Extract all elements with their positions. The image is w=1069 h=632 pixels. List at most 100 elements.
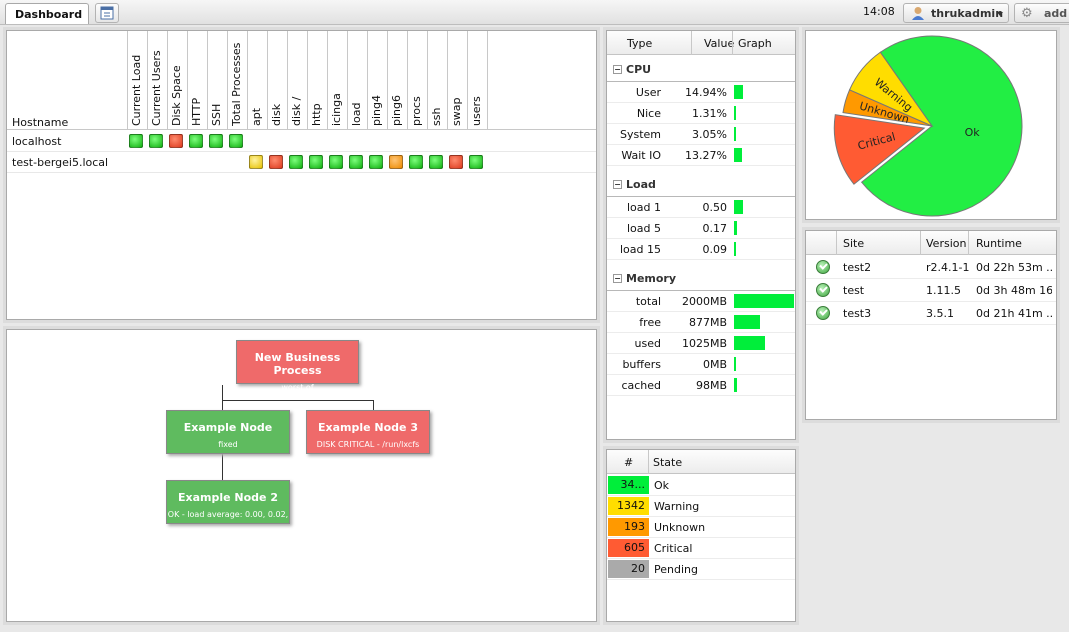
column-label: http — [310, 103, 323, 126]
matrix-column-header[interactable]: procs — [407, 31, 427, 130]
group-divider — [607, 196, 795, 197]
matrix-column-header[interactable]: ssh — [427, 31, 447, 130]
tab-dashboard[interactable]: Dashboard — [5, 3, 89, 24]
service-status-ok[interactable] — [129, 134, 143, 148]
collapse-icon[interactable]: − — [613, 274, 622, 283]
pie-slice-warning[interactable] — [848, 51, 934, 128]
column-divider — [836, 231, 837, 255]
matrix-column-header[interactable]: users — [467, 31, 487, 130]
site-runtime: 0d 3h 48m 16s — [976, 284, 1052, 297]
matrix-column-header[interactable]: icinga — [327, 31, 347, 130]
legend-row[interactable]: 605 Critical — [607, 538, 795, 559]
service-status-crit[interactable] — [449, 155, 463, 169]
service-status-ok[interactable] — [309, 155, 323, 169]
service-status-warn[interactable] — [249, 155, 263, 169]
service-status-ok[interactable] — [369, 155, 383, 169]
site-row[interactable]: test 1.11.5 0d 3h 48m 16s — [806, 279, 1056, 302]
matrix-column-header[interactable]: swap — [447, 31, 467, 130]
service-status-unk[interactable] — [389, 155, 403, 169]
matrix-column-header[interactable]: ping4 — [367, 31, 387, 130]
bp-node-status: DISK CRITICAL - /run/lxcfs — [316, 440, 420, 449]
matrix-column-header[interactable]: Current Load — [127, 31, 147, 130]
value-column-header[interactable]: Value — [704, 37, 735, 50]
host-name[interactable]: localhost — [12, 135, 62, 148]
service-status-ok[interactable] — [329, 155, 343, 169]
matrix-column-header[interactable]: Current Users — [147, 31, 167, 130]
user-menu-button[interactable]: thrukadmin — [903, 3, 1009, 23]
stat-value: 0.50 — [702, 201, 728, 214]
service-status-ok[interactable] — [289, 155, 303, 169]
stats-group[interactable]: − Memory — [607, 268, 795, 290]
bp-node-example-2[interactable]: Example Node 2 OK - load average: 0.00, … — [166, 480, 290, 524]
stat-bar — [734, 127, 736, 141]
service-status-ok[interactable] — [409, 155, 423, 169]
state-label: Unknown — [654, 521, 706, 534]
site-row[interactable]: test3 3.5.1 0d 21h 41m ... — [806, 302, 1056, 325]
site-name[interactable]: test3 — [843, 307, 872, 320]
service-status-ok[interactable] — [349, 155, 363, 169]
matrix-header: Hostname Current Load Current Users Disk S… — [7, 31, 596, 130]
service-status-ok[interactable] — [229, 134, 243, 148]
site-name[interactable]: test2 — [843, 261, 872, 274]
matrix-column-header[interactable]: Total Processes — [227, 31, 247, 130]
site-name[interactable]: test — [843, 284, 865, 297]
matrix-column-header[interactable]: HTTP — [187, 31, 207, 130]
pie-slice-ok[interactable] — [860, 35, 1023, 217]
table-row[interactable]: test-bergei5.local — [7, 152, 596, 173]
site-row[interactable]: test2 r2.4.1-1 0d 22h 53m ... — [806, 256, 1056, 279]
bp-node-example-3[interactable]: Example Node 3 DISK CRITICAL - /run/lxcf… — [306, 410, 430, 454]
graph-column-header[interactable]: Graph — [738, 37, 772, 50]
legend-row[interactable]: 20 Pending — [607, 559, 795, 580]
column-label: Total Processes — [230, 42, 243, 126]
collapse-icon[interactable]: − — [613, 65, 622, 74]
state-column-header[interactable]: State — [653, 456, 683, 469]
count-column-header[interactable]: # — [624, 456, 634, 469]
clock: 14:08 — [863, 5, 895, 18]
version-column-header[interactable]: Version — [926, 237, 967, 250]
runtime-column-header[interactable]: Runtime — [976, 237, 1022, 250]
column-label: swap — [450, 97, 463, 126]
matrix-column-header[interactable]: load — [347, 31, 367, 130]
matrix-column-header[interactable]: http — [307, 31, 327, 130]
stat-bar — [734, 200, 743, 214]
bp-node-example[interactable]: Example Node fixed — [166, 410, 290, 454]
service-status-crit[interactable] — [269, 155, 283, 169]
service-status-ok[interactable] — [149, 134, 163, 148]
host-name[interactable]: test-bergei5.local — [12, 156, 109, 169]
bp-node-title: Example Node — [183, 421, 273, 434]
service-status-ok[interactable] — [429, 155, 443, 169]
bp-node-title: New Business Process — [254, 351, 341, 377]
column-label: SSH — [210, 103, 223, 126]
stat-type: used — [634, 337, 661, 350]
service-status-ok[interactable] — [469, 155, 483, 169]
matrix-column-header[interactable]: disk — [267, 31, 287, 130]
pie-slice-critical[interactable] — [833, 114, 926, 185]
service-status-ok[interactable] — [189, 134, 203, 148]
matrix-column-header[interactable]: disk / — [287, 31, 307, 130]
bp-node-status: fixed — [218, 440, 238, 449]
bp-node-status: OK - load average: 0.00, 0.02, — [167, 510, 289, 519]
state-label: Critical — [654, 542, 693, 555]
legend-row[interactable]: 1342 Warning — [607, 496, 795, 517]
service-status-crit[interactable] — [169, 134, 183, 148]
bp-node-root[interactable]: New Business Process worst of — [236, 340, 359, 392]
connector-line — [222, 400, 223, 411]
stat-value: 98MB — [695, 379, 727, 392]
service-status-ok[interactable] — [209, 134, 223, 148]
add-tab-button[interactable] — [95, 3, 119, 23]
stats-group[interactable]: − Load — [607, 174, 795, 196]
legend-row[interactable]: 193 Unknown — [607, 517, 795, 538]
matrix-column-header[interactable]: apt — [247, 31, 267, 130]
matrix-column-header[interactable]: Disk Space — [167, 31, 187, 130]
add-panel-button[interactable]: ⚙ add — [1014, 3, 1069, 23]
type-column-header[interactable]: Type — [627, 37, 653, 50]
stats-group[interactable]: − CPU — [607, 59, 795, 81]
matrix-column-header[interactable]: SSH — [207, 31, 227, 130]
site-column-header[interactable]: Site — [843, 237, 865, 250]
collapse-icon[interactable]: − — [613, 180, 622, 189]
stat-type: buffers — [622, 358, 661, 371]
table-row[interactable]: localhost — [7, 131, 596, 152]
site-version: r2.4.1-1 — [926, 261, 970, 274]
matrix-column-header[interactable]: ping6 — [387, 31, 407, 130]
legend-row[interactable]: 34... Ok — [607, 475, 795, 496]
